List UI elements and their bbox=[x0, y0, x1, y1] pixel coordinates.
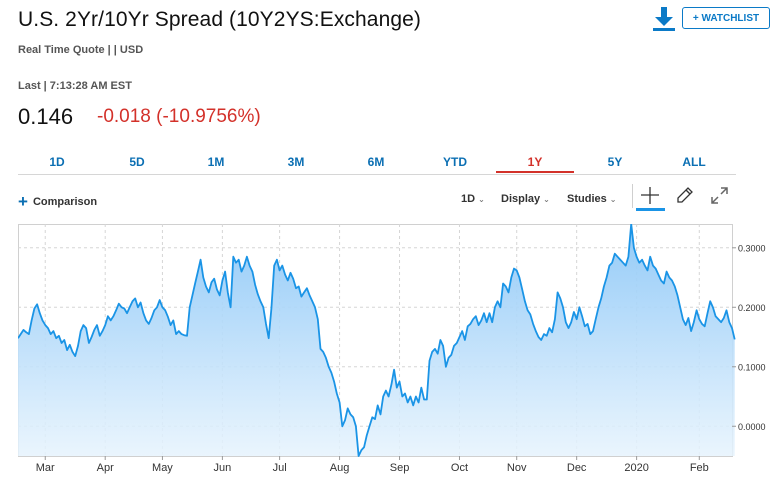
y-tick-label: 0.2000 bbox=[738, 303, 766, 313]
page-title: U.S. 2Yr/10Yr Spread (10Y2YS:Exchange) bbox=[18, 8, 422, 31]
x-tick-label: Apr bbox=[97, 462, 114, 474]
x-tick-label: Mar bbox=[36, 462, 55, 474]
comparison-label: Comparison bbox=[32, 196, 98, 208]
studies-label: Studies bbox=[567, 193, 607, 205]
tab-5y[interactable]: 5Y bbox=[607, 155, 623, 169]
download-icon[interactable] bbox=[652, 6, 676, 32]
series-line bbox=[17, 223, 736, 457]
last-price: 0.146 bbox=[18, 104, 74, 129]
pencil-icon[interactable] bbox=[674, 185, 696, 207]
spread-chart[interactable]: 0.0000 0.1000 0.2000 0.3000 Mar Apr May Jun Jul A… bbox=[17, 223, 780, 485]
tab-1m[interactable]: 1M bbox=[207, 155, 225, 169]
interval-label: 1D bbox=[461, 193, 476, 205]
chevron-down-icon: ⌄ bbox=[478, 195, 485, 204]
tab-ytd[interactable]: YTD bbox=[443, 155, 467, 169]
y-tick-label: 0.3000 bbox=[738, 243, 766, 253]
tab-all[interactable]: ALL bbox=[682, 155, 706, 169]
chevron-down-icon: ⌄ bbox=[543, 195, 550, 204]
x-tick-label: Jul bbox=[273, 462, 287, 474]
x-tick-label: Sep bbox=[390, 462, 410, 474]
x-tick-label: Feb bbox=[690, 462, 709, 474]
display-dropdown[interactable]: Display ⌄ bbox=[501, 193, 550, 205]
tab-1d[interactable]: 1D bbox=[49, 155, 65, 169]
range-tabs: 1D 5D 1M 3M 6M YTD 1Y 5Y ALL bbox=[18, 152, 736, 175]
x-tick-label: Dec bbox=[567, 462, 587, 474]
x-tick-label: 2020 bbox=[624, 462, 648, 474]
quote-subtitle: Real Time Quote | | USD bbox=[18, 44, 144, 56]
x-tick-label: Jun bbox=[214, 462, 232, 474]
tab-1y[interactable]: 1Y bbox=[496, 152, 574, 173]
crosshair-icon[interactable] bbox=[632, 184, 666, 214]
series-area bbox=[18, 224, 735, 456]
display-label: Display bbox=[501, 193, 541, 205]
tab-5d[interactable]: 5D bbox=[129, 155, 145, 169]
interval-dropdown[interactable]: 1D ⌄ bbox=[461, 193, 485, 205]
plus-icon: + bbox=[18, 192, 28, 211]
chart-area[interactable]: 0.0000 0.1000 0.2000 0.3000 Mar Apr May Jun Jul A… bbox=[17, 223, 780, 485]
last-update-time: Last | 7:13:28 AM EST bbox=[18, 80, 132, 92]
x-tick-label: Oct bbox=[451, 462, 468, 474]
y-tick-label: 0.0000 bbox=[738, 422, 766, 432]
tab-6m[interactable]: 6M bbox=[367, 155, 385, 169]
chart-toolbar: + Comparison 1D ⌄ Display ⌄ Studies ⌄ bbox=[18, 184, 736, 214]
x-tick-label: May bbox=[152, 462, 173, 474]
chevron-down-icon: ⌄ bbox=[609, 195, 617, 204]
expand-icon[interactable] bbox=[709, 185, 731, 207]
tab-3m[interactable]: 3M bbox=[287, 155, 305, 169]
comparison-button[interactable]: + Comparison bbox=[18, 192, 97, 212]
y-tick-label: 0.1000 bbox=[738, 362, 766, 372]
x-tick-label: Nov bbox=[507, 462, 527, 474]
studies-dropdown[interactable]: Studies ⌄ bbox=[567, 193, 616, 205]
x-tick-label: Aug bbox=[330, 462, 350, 474]
price-change: -0.018 (-10.9756%) bbox=[97, 106, 261, 127]
add-to-watchlist-button[interactable]: + WATCHLIST bbox=[682, 7, 770, 29]
